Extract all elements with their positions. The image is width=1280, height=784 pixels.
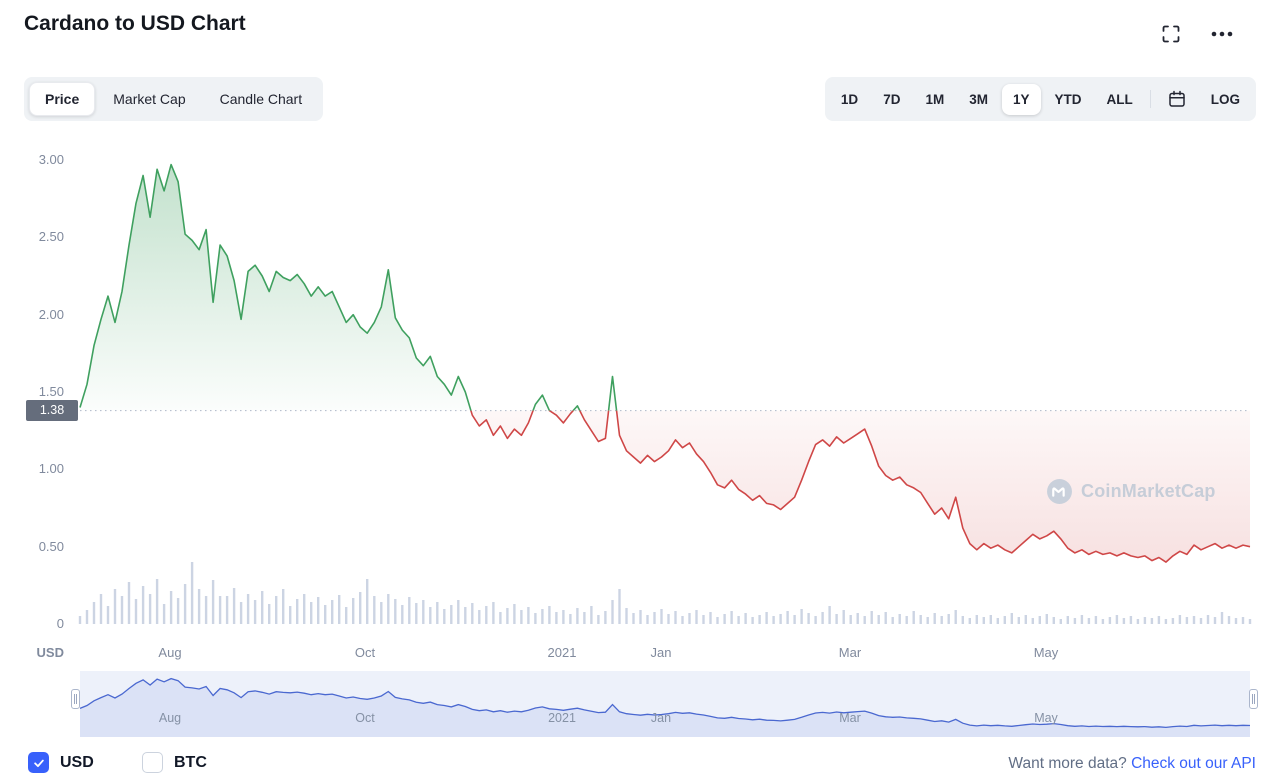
calendar-icon[interactable] bbox=[1157, 82, 1197, 116]
check-icon bbox=[33, 759, 44, 767]
coinmarketcap-logo-icon bbox=[1047, 479, 1072, 504]
coinmarketcap-watermark: CoinMarketCap bbox=[1046, 478, 1216, 505]
navigator-tick: Mar bbox=[839, 711, 861, 725]
current-price-badge: 1.38 bbox=[26, 400, 78, 421]
navigator-tick: May bbox=[1034, 711, 1058, 725]
tab-market-cap[interactable]: Market Cap bbox=[97, 82, 201, 116]
y-axis-tick: 0 bbox=[56, 616, 64, 631]
usd-toggle[interactable]: USD bbox=[28, 752, 94, 773]
navigator-handle-left[interactable] bbox=[71, 689, 80, 709]
x-axis-tick: 2021 bbox=[547, 645, 577, 660]
range-1m[interactable]: 1M bbox=[914, 84, 955, 115]
navigator-handle-right[interactable] bbox=[1249, 689, 1258, 709]
api-link[interactable]: Check out our API bbox=[1131, 755, 1256, 772]
y-axis-tick: 0.50 bbox=[38, 539, 64, 554]
range-7d[interactable]: 7D bbox=[872, 84, 911, 115]
y-axis-tick: 2.00 bbox=[38, 307, 64, 322]
axis-currency-label: USD bbox=[36, 645, 64, 660]
x-axis-tick: Jan bbox=[650, 645, 672, 660]
range-3m[interactable]: 3M bbox=[958, 84, 999, 115]
api-prompt: Want more data? bbox=[1008, 755, 1127, 772]
chart-type-tabs: Price Market Cap Candle Chart bbox=[24, 77, 324, 121]
x-axis-tick: Oct bbox=[354, 645, 376, 660]
navigator-tick: 2021 bbox=[548, 711, 576, 725]
range-divider bbox=[1149, 90, 1151, 108]
watermark-text: CoinMarketCap bbox=[1081, 481, 1216, 501]
navigator-tick: Jan bbox=[650, 711, 672, 725]
page-title: Cardano to USD Chart bbox=[24, 12, 246, 35]
x-axis-tick: Aug bbox=[158, 645, 182, 660]
navigator-tick: Oct bbox=[355, 711, 375, 725]
btc-checkbox[interactable] bbox=[142, 752, 163, 773]
range-ytd[interactable]: YTD bbox=[1044, 84, 1093, 115]
range-all[interactable]: ALL bbox=[1096, 84, 1144, 115]
usd-checkbox-label: USD bbox=[60, 753, 94, 771]
navigator-tick: Aug bbox=[158, 711, 182, 725]
range-1d[interactable]: 1D bbox=[830, 84, 869, 115]
x-axis-tick: May bbox=[1033, 645, 1059, 660]
log-scale-button[interactable]: LOG bbox=[1200, 84, 1251, 115]
navigator-brush[interactable] bbox=[80, 671, 1250, 737]
fullscreen-icon[interactable] bbox=[1161, 24, 1181, 44]
y-axis-tick: 2.50 bbox=[38, 229, 64, 244]
btc-checkbox-label: BTC bbox=[174, 753, 207, 771]
usd-checkbox[interactable] bbox=[28, 752, 49, 773]
x-axis-tick: Mar bbox=[838, 645, 862, 660]
tab-price[interactable]: Price bbox=[29, 82, 96, 116]
y-axis-tick: 1.50 bbox=[38, 384, 64, 399]
time-range-group: 1D 7D 1M 3M 1Y YTD ALL LOG bbox=[824, 77, 1256, 121]
range-1y[interactable]: 1Y bbox=[1001, 83, 1041, 115]
btc-toggle[interactable]: BTC bbox=[142, 752, 207, 773]
tab-candle-chart[interactable]: Candle Chart bbox=[204, 82, 319, 116]
price-chart-area[interactable] bbox=[80, 148, 1250, 626]
more-options-icon[interactable] bbox=[1208, 21, 1236, 47]
y-axis-tick: 3.00 bbox=[38, 152, 64, 167]
api-cta: Want more data? Check out our API bbox=[1008, 755, 1256, 773]
y-axis-tick: 1.00 bbox=[38, 461, 64, 476]
